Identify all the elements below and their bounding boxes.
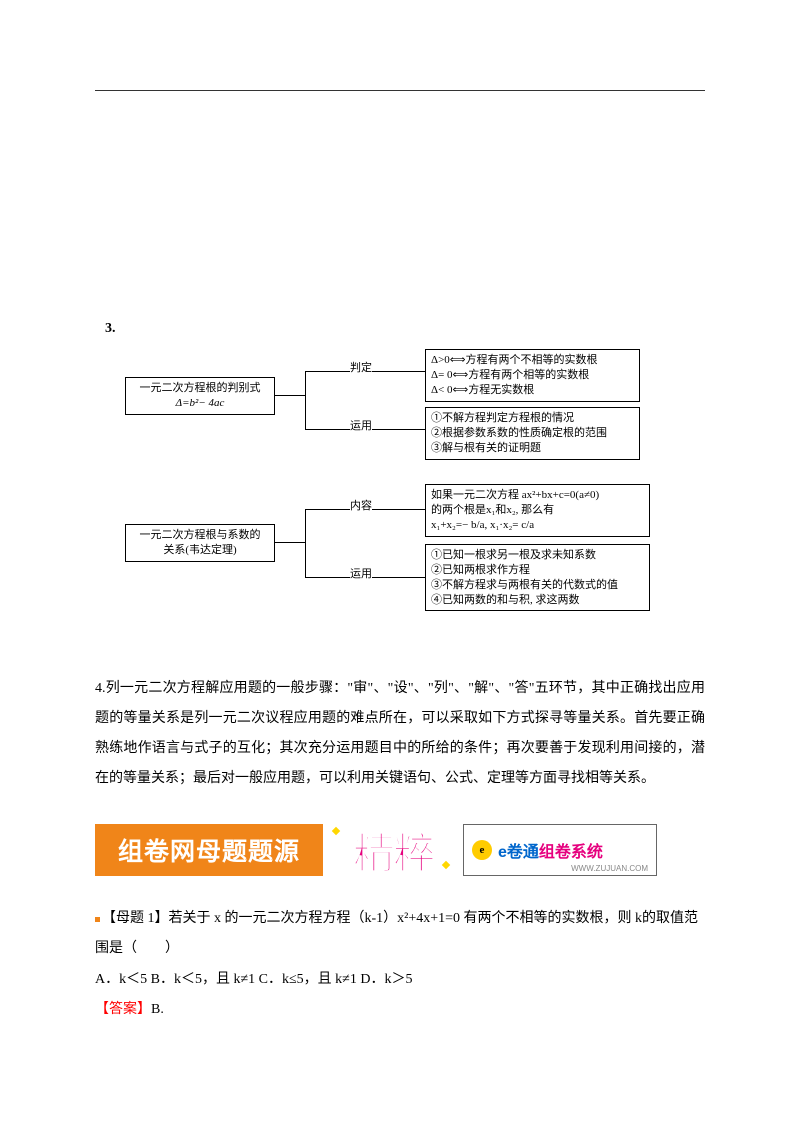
ejuan-url: WWW.ZUJUAN.COM [571, 864, 648, 873]
banner-mid-text: 精粹 [353, 820, 433, 881]
opt-c: C．k≤5，且 k≠1 [259, 972, 357, 987]
box-discriminant-line2: Δ=b²− 4ac [131, 396, 269, 411]
ejuan-icon: e [472, 840, 492, 860]
conn-label-判定: 判定 [350, 359, 372, 375]
question-options: A．k＜5 B．k＜5，且 k≠1 C．k≤5，且 k≠1 D．k＞5 [95, 965, 705, 995]
banner: 组卷网母题题源 精粹 e e卷通组卷系统 WWW.ZUJUAN.COM [95, 824, 657, 876]
orange-dot-icon [95, 917, 100, 922]
conn-label-运用2: 运用 [350, 565, 372, 581]
mother-question-1: 【母题 1】若关于 x 的一元二次方程方程（k-1）x²+4x+1=0 有两个不… [95, 904, 705, 1024]
banner-mid: 精粹 [323, 824, 463, 876]
section-3-label: 3. [105, 321, 705, 337]
box-discriminant: 一元二次方程根的判别式 Δ=b²− 4ac [125, 377, 275, 415]
conn-label-运用1: 运用 [350, 417, 372, 433]
banner-right: e e卷通组卷系统 WWW.ZUJUAN.COM [463, 824, 657, 876]
opt-b: B．k＜5，且 k≠1 [151, 972, 256, 987]
opt-a: A．k＜5 [95, 972, 147, 987]
question-label: 【母题 1】 [102, 911, 169, 926]
banner-left-text: 组卷网母题题源 [95, 824, 323, 876]
box-判定: Δ>0⟺方程有两个不相等的实数根 Δ= 0⟺方程有两个相等的实数根 Δ< 0⟺方… [425, 349, 640, 402]
box-vieta: 一元二次方程根与系数的 关系(韦达定理) [125, 524, 275, 562]
opt-d: D．k＞5 [360, 972, 412, 987]
question-stem: 【母题 1】若关于 x 的一元二次方程方程（k-1）x²+4x+1=0 有两个不… [95, 904, 705, 964]
ejuan-brand: e卷通组卷系统 [498, 838, 603, 862]
top-rule [95, 90, 705, 91]
question-text: 若关于 x 的一元二次方程方程（k-1）x²+4x+1=0 有两个不相等的实数根… [95, 911, 698, 956]
conn-label-内容: 内容 [350, 497, 372, 513]
box-vieta-line2: 关系(韦达定理) [131, 543, 269, 558]
paragraph-4: 4.列一元二次方程解应用题的一般步骤："审"、"设"、"列"、"解"、"答"五环… [95, 674, 705, 794]
discriminant-vieta-diagram: 一元二次方程根的判别式 Δ=b²− 4ac 一元二次方程根与系数的 关系(韦达定… [125, 349, 670, 649]
answer-value: B. [151, 1002, 164, 1017]
box-运用1: ①不解方程判定方程根的情况 ②根据参数系数的性质确定根的范围 ③解与根有关的证明… [425, 407, 640, 460]
box-运用2: ①已知一根求另一根及求未知系数 ②已知两根求作方程 ③不解方程求与两根有关的代数… [425, 544, 650, 611]
box-内容: 如果一元二次方程 ax²+bx+c=0(a≠0) 的两个根是x₁和x₂, 那么有… [425, 484, 650, 537]
box-vieta-line1: 一元二次方程根与系数的 [131, 528, 269, 543]
answer-line: 【答案】B. [95, 995, 705, 1025]
answer-label: 【答案】 [95, 1002, 151, 1017]
box-discriminant-line1: 一元二次方程根的判别式 [131, 381, 269, 396]
